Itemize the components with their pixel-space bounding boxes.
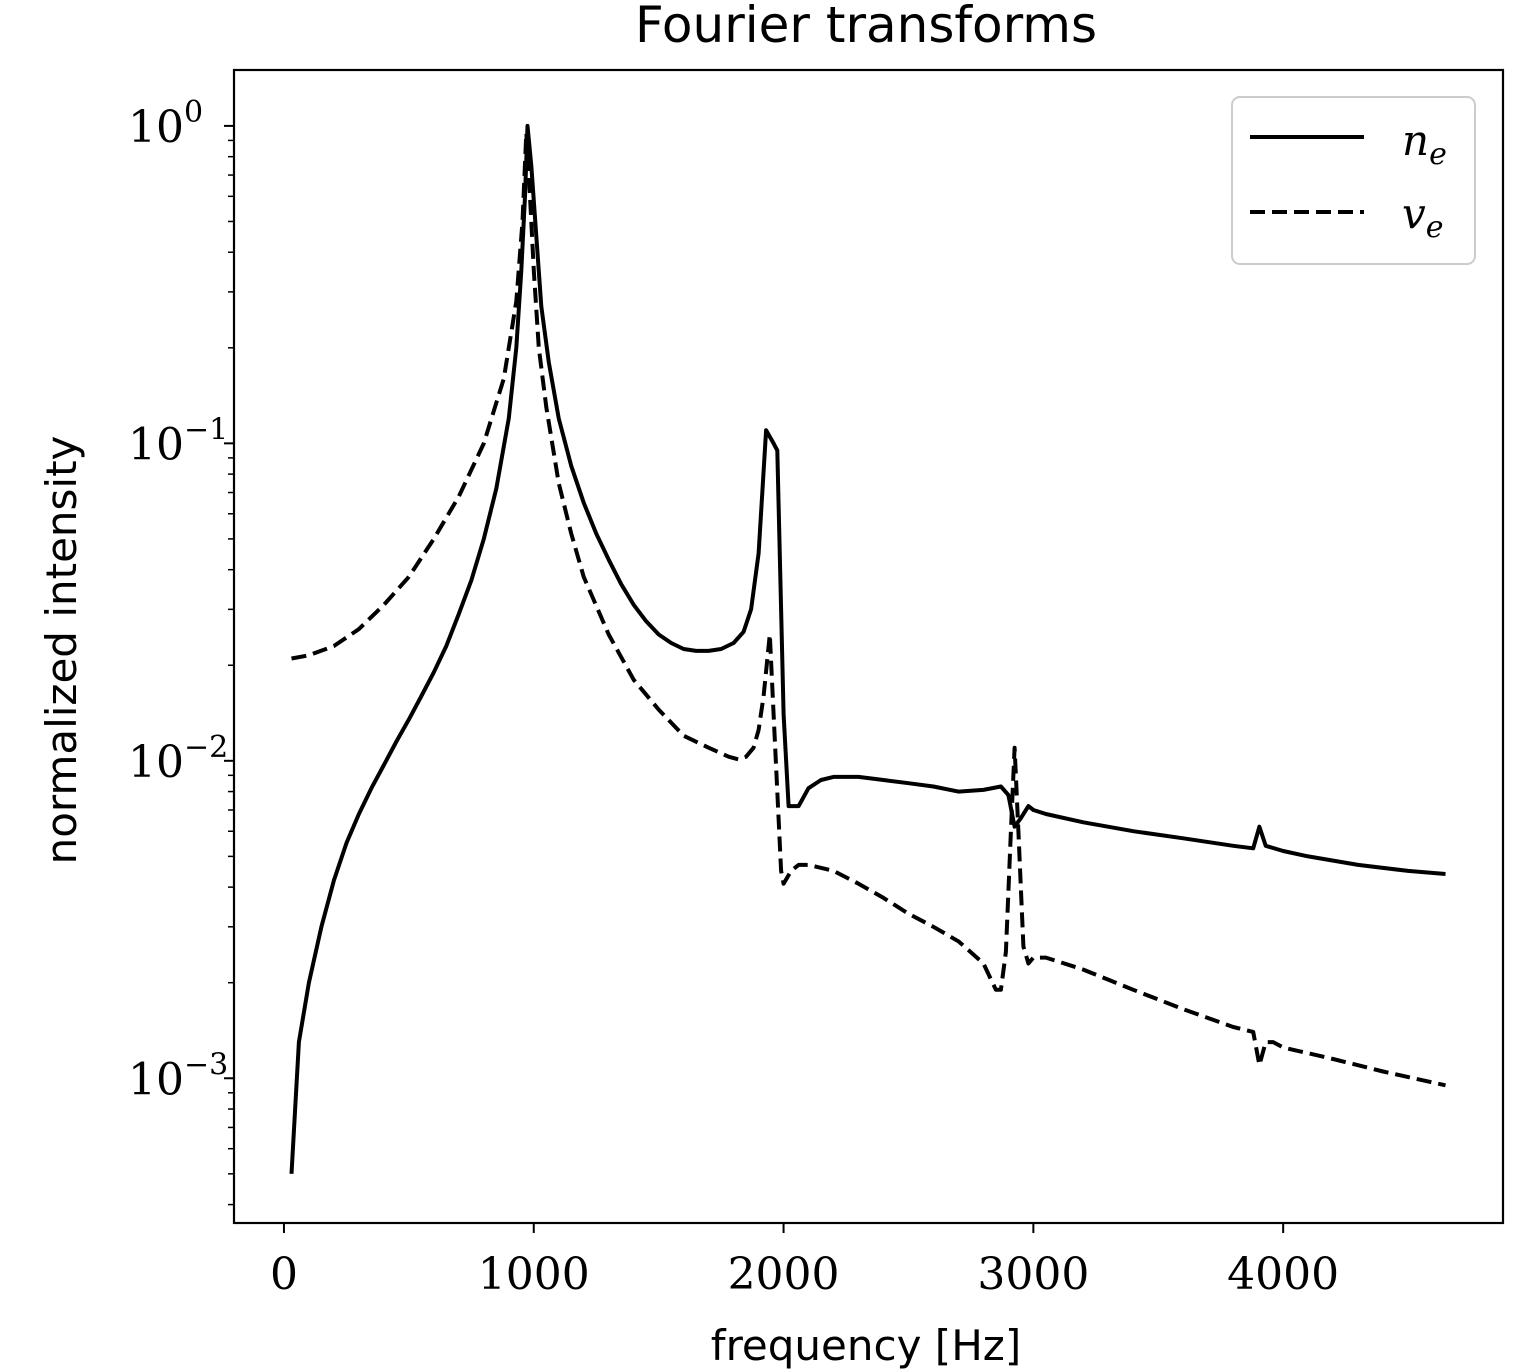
y-tick-label-exp: −2: [184, 730, 228, 765]
y-tick-label: 10−2: [128, 730, 228, 788]
x-tick-label: 4000: [1227, 1249, 1339, 1300]
x-tick-label: 1000: [478, 1249, 590, 1300]
y-axis-label: normalized intensity: [37, 436, 86, 865]
legend-label-ne-sub: e: [1429, 137, 1447, 172]
x-axis-label: frequency [Hz]: [711, 1321, 1021, 1370]
x-tick-label: 3000: [977, 1249, 1089, 1300]
y-tick-label-exp: 0: [184, 95, 203, 130]
legend-label-ne-base: n: [1402, 116, 1429, 165]
series-line-ne: [289, 123, 1446, 1174]
legend-label-ve-sub: e: [1426, 210, 1444, 245]
legend-label-ve-base: v: [1402, 189, 1426, 238]
plot-frame: [232, 68, 1505, 1225]
x-tick-label: 0: [270, 1249, 298, 1300]
y-tick-label-base: 10: [128, 102, 184, 153]
x-axis: 0 1000 2000 3000 4000: [270, 1223, 1339, 1300]
y-tick-label: 10−3: [128, 1047, 228, 1105]
legend-label-ve: ve: [1402, 189, 1444, 245]
y-tick-label: 10−1: [128, 412, 228, 470]
y-tick-label-base: 10: [128, 1054, 184, 1105]
y-tick-label-base: 10: [128, 737, 184, 788]
series-line-ve: [291, 131, 1446, 1088]
y-tick-label: 100: [128, 95, 203, 153]
y-tick-label-exp: −3: [184, 1047, 228, 1082]
y-tick-label-base: 10: [128, 419, 184, 470]
plot-area: [232, 68, 1505, 1225]
x-tick-label: 2000: [728, 1249, 840, 1300]
legend-label-ne: ne: [1402, 116, 1447, 172]
y-tick-label-exp: −1: [184, 412, 228, 447]
legend: ne ve: [1231, 96, 1476, 265]
chart-title: Fourier transforms: [635, 0, 1097, 54]
